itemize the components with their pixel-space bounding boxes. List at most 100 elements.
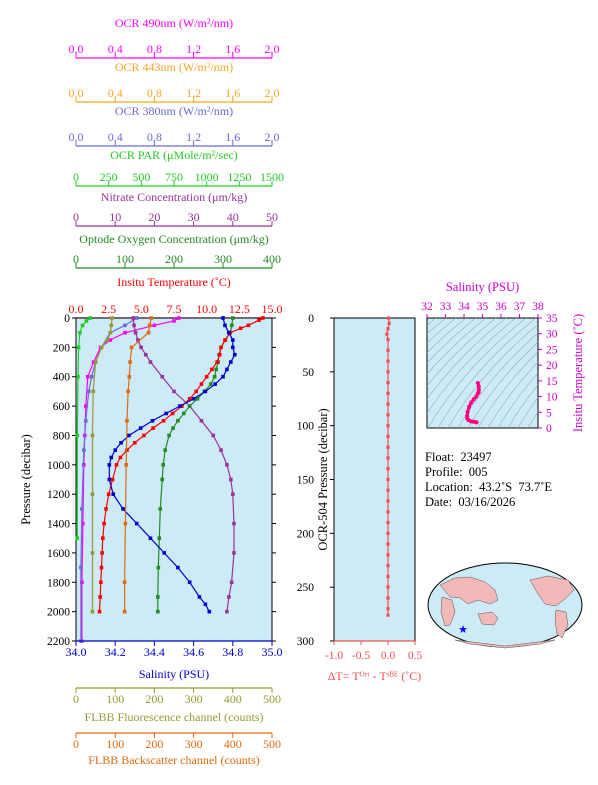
dt-data-point (386, 553, 390, 557)
data-point (156, 609, 160, 614)
data-point (219, 345, 223, 350)
axis-tick-label: 0.8 (147, 86, 162, 100)
ts-x-tick-label: 33 (440, 301, 452, 313)
dt-data-point (386, 370, 390, 374)
axis-tick-label: 500 (263, 692, 281, 706)
axis-tick-label: 34.4 (144, 645, 165, 659)
axis-tick-label: 10.0 (196, 302, 217, 316)
dt-data-point (386, 520, 390, 525)
data-point (162, 551, 166, 555)
data-point (203, 389, 208, 394)
dt-y-tick-label: 150 (297, 475, 315, 487)
data-point (232, 352, 237, 357)
axis-tick-label: 1.6 (225, 42, 240, 56)
data-point (111, 492, 116, 496)
axis-title: Optode Oxygen Concentration (μm/kg) (79, 232, 268, 246)
ts-x-tick-label: 32 (421, 301, 433, 313)
dt-data-point (386, 531, 390, 535)
data-point (127, 374, 132, 379)
data-point (261, 316, 265, 320)
axis-tick-label: 100 (116, 252, 134, 266)
ts-data-point (465, 409, 470, 414)
y-tick-label: 1000 (47, 460, 70, 472)
data-point (161, 418, 166, 423)
axis-title: FLBB Backscatter channel (counts) (88, 753, 260, 767)
data-point (108, 338, 113, 342)
data-point (215, 360, 219, 364)
axis-tick-label: 0.4 (108, 86, 123, 100)
axis-title: Insitu Temperature (˚C) (117, 275, 231, 289)
data-point (207, 609, 212, 614)
dt-data-point (386, 413, 390, 417)
axis-tick-label: 2.5 (101, 302, 116, 316)
data-point (229, 360, 233, 364)
date-text: Date: 03/16/2026 (425, 495, 516, 509)
axis-title: FLBB Fluorescence channel (counts) (85, 710, 264, 724)
data-point (97, 609, 102, 614)
data-point (223, 323, 227, 328)
data-point (127, 433, 131, 438)
ts-x-tick-label: 36 (495, 301, 507, 313)
axis-tick-label: 0.4 (108, 42, 123, 56)
axis-tick-label: 400 (224, 737, 242, 751)
map-land-south-america (554, 609, 569, 639)
series-7 (90, 316, 114, 614)
dt-data-point (387, 321, 391, 325)
dt-data-point (386, 477, 390, 482)
data-point (75, 536, 80, 541)
data-point (203, 602, 208, 607)
density-contour (427, 318, 527, 428)
data-point (118, 455, 123, 460)
data-point (121, 507, 125, 511)
ts-y-tick-label: 10 (546, 392, 558, 404)
dt-y-tick-label: 50 (303, 367, 315, 379)
data-point (257, 318, 261, 323)
axis-tick-label: 0.0 (69, 130, 84, 144)
axis-title: OCR 443nm (W/m²/nm) (115, 60, 233, 74)
data-point (221, 316, 225, 320)
main-profile-panel: 0 200 400 600 800 1000 1200 1400 1600 1800 2000 220… (19, 313, 276, 648)
data-point (85, 374, 90, 379)
dt-data-point (386, 607, 390, 611)
axis-tick-label: 1250 (227, 170, 251, 184)
axis-tick-label: 2.0 (265, 86, 280, 100)
data-point (114, 463, 119, 467)
dt-data-point (386, 488, 390, 492)
data-point (76, 374, 80, 379)
data-point (90, 492, 95, 496)
data-point (125, 418, 129, 423)
dt-y-tick-label: 100 (297, 421, 315, 433)
data-point (187, 580, 192, 585)
data-point (148, 536, 153, 541)
data-point (146, 330, 151, 335)
data-point (211, 433, 215, 438)
ts-y-axis-label: Insitu Temperature (˚C) (571, 314, 585, 432)
axis-tick-label: 100 (106, 692, 124, 706)
delta-t-panel: 0 50 100 150 200 250 300 -1.0 -0.5 0.0 0.5 ΔT= Tᴼʳᵗ… (297, 313, 423, 683)
data-point (81, 521, 85, 526)
dt-data-point (385, 332, 389, 336)
map-land-antarctica (454, 639, 556, 649)
dt-y-axis-label: OCR-504 Pressure (decibar) (316, 408, 330, 550)
data-point (110, 316, 114, 320)
data-point (123, 330, 127, 335)
density-contour (477, 351, 538, 428)
data-point (156, 595, 160, 599)
ts-diagram-panel: 32 33 34 35 36 37 38 Salinity (PSU) 0 5 10 15 20 25 30… (421, 280, 585, 435)
axis-tick-label: 12.5 (229, 302, 250, 316)
dt-data-point (386, 596, 390, 600)
map-land-australia (477, 611, 499, 626)
dt-data-point (386, 348, 390, 352)
data-point (88, 316, 93, 320)
y-tick-label: 600 (53, 401, 71, 413)
dt-y-tick-label: 0 (308, 313, 314, 325)
dt-x-axis-label: ΔT= Tᴼʳᵗ - Tˢᴮᴱ (˚C) (328, 669, 422, 683)
data-point (238, 326, 243, 331)
data-point (151, 426, 155, 430)
density-contour (467, 341, 538, 428)
data-point (82, 448, 86, 452)
data-point (197, 595, 202, 599)
data-point (214, 367, 218, 372)
data-point (230, 323, 234, 328)
data-point (106, 492, 111, 496)
